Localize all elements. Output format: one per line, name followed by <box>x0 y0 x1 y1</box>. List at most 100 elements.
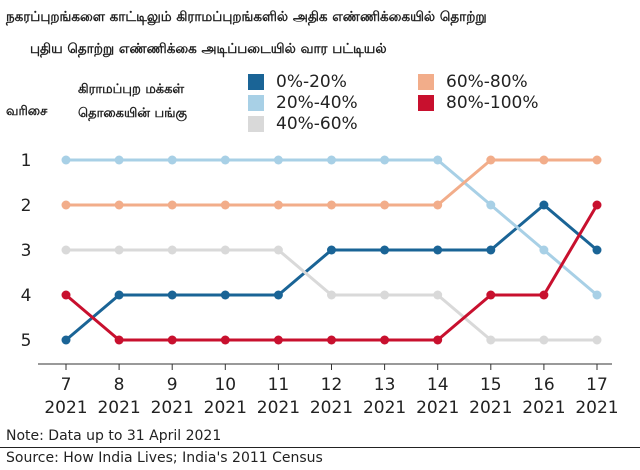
legend-label: 60%-80% <box>446 72 528 92</box>
data-point <box>486 200 496 210</box>
data-point <box>380 290 390 300</box>
data-point <box>114 290 124 300</box>
data-point <box>167 290 177 300</box>
series-line-3 <box>66 158 597 207</box>
series-line-0 <box>65 203 598 342</box>
data-point <box>433 200 443 210</box>
data-point <box>380 200 390 210</box>
series-line-1 <box>66 158 598 297</box>
data-point <box>486 155 496 165</box>
x-tick-label: 2021 <box>575 398 618 418</box>
x-tick-label: 9 <box>167 375 178 395</box>
legend-label: 40%-60% <box>276 114 358 134</box>
legend-item-60-80: 60%-80% <box>418 72 528 92</box>
legend-label: 0%-20% <box>276 72 347 92</box>
data-point <box>539 290 549 300</box>
y-tick-label: 1 <box>21 151 32 171</box>
data-point <box>486 245 496 255</box>
legend-label: 20%-40% <box>276 93 358 113</box>
data-point <box>114 245 124 255</box>
bump-chart: 1234572021820219202110202111202112202113… <box>21 151 619 418</box>
data-point <box>433 335 443 345</box>
data-point <box>61 335 71 345</box>
data-point <box>539 245 549 255</box>
legend-item-20-40: 20%-40% <box>248 93 358 113</box>
data-point <box>114 155 124 165</box>
legend-item-0-20: 0%-20% <box>248 72 347 92</box>
data-point <box>114 335 124 345</box>
data-point <box>433 155 443 165</box>
legend-swatch <box>418 74 434 90</box>
legend-label: 80%-100% <box>446 93 539 113</box>
x-tick-label: 2021 <box>416 398 459 418</box>
x-tick-label: 2021 <box>257 398 300 418</box>
x-tick-label: 2021 <box>522 398 565 418</box>
data-point <box>327 155 336 165</box>
data-point <box>539 335 549 345</box>
x-tick-label: 14 <box>427 375 449 395</box>
data-point <box>380 155 390 165</box>
data-point <box>486 290 496 300</box>
data-point <box>167 155 177 165</box>
x-tick-label: 2021 <box>469 398 512 418</box>
x-tick-label: 10 <box>214 375 236 395</box>
data-point <box>433 290 443 300</box>
chart-title-line1: நகரப்புறங்களை காட்டிலும் கிராமப்புறங்களி… <box>6 9 487 25</box>
legend-title-line1: கிராமப்புற மக்கள் <box>78 82 185 97</box>
legend-swatch <box>418 95 434 111</box>
data-point <box>592 290 602 300</box>
x-tick-label: 2021 <box>151 398 194 418</box>
x-tick-label: 2021 <box>204 398 247 418</box>
data-point <box>380 335 390 345</box>
legend-item-80-100: 80%-100% <box>418 93 539 113</box>
legend-title-line2: தொகையின் பங்கு <box>78 106 188 121</box>
x-tick-label: 16 <box>533 375 555 395</box>
x-tick-label: 2021 <box>310 398 353 418</box>
chart-subtitle: புதிய தொற்று எண்ணிக்கை அடிப்படையில் வார … <box>30 41 387 57</box>
y-tick-label: 5 <box>21 331 32 351</box>
y-tick-label: 3 <box>21 241 32 261</box>
data-point <box>220 290 230 300</box>
data-point <box>220 200 230 210</box>
data-point <box>327 335 336 345</box>
x-tick-label: 15 <box>480 375 502 395</box>
data-point <box>486 335 496 345</box>
y-axis-label: வரிசை <box>6 104 48 119</box>
data-point <box>61 245 71 255</box>
data-point <box>327 200 336 210</box>
y-tick-label: 4 <box>21 286 32 306</box>
data-point <box>61 155 71 165</box>
data-point <box>220 155 230 165</box>
footer-divider <box>0 447 640 448</box>
data-point <box>592 245 602 255</box>
data-point <box>592 155 602 165</box>
chart-note: Note: Data up to 31 April 2021 <box>6 428 222 444</box>
data-point <box>273 245 283 255</box>
chart-source: Source: How India Lives; India's 2011 Ce… <box>6 450 323 466</box>
data-point <box>167 245 177 255</box>
data-point <box>220 335 230 345</box>
data-point <box>61 200 71 210</box>
legend-swatch <box>248 95 264 111</box>
data-point <box>592 200 602 210</box>
data-point <box>539 155 549 165</box>
data-point <box>592 335 602 345</box>
x-tick-label: 7 <box>61 375 72 395</box>
x-tick-label: 2021 <box>44 398 87 418</box>
y-tick-label: 2 <box>21 196 32 216</box>
series-line-4 <box>65 204 599 342</box>
data-point <box>539 200 549 210</box>
data-point <box>220 245 230 255</box>
data-point <box>273 335 283 345</box>
x-tick-label: 17 <box>586 375 608 395</box>
legend-swatch <box>248 116 264 132</box>
data-point <box>273 155 283 165</box>
data-point <box>61 290 71 300</box>
data-point <box>380 245 390 255</box>
legend-swatch <box>248 74 264 90</box>
x-tick-label: 2021 <box>363 398 406 418</box>
x-tick-label: 8 <box>114 375 125 395</box>
data-point <box>114 200 124 210</box>
data-point <box>273 200 283 210</box>
legend-item-40-60: 40%-60% <box>248 114 358 134</box>
